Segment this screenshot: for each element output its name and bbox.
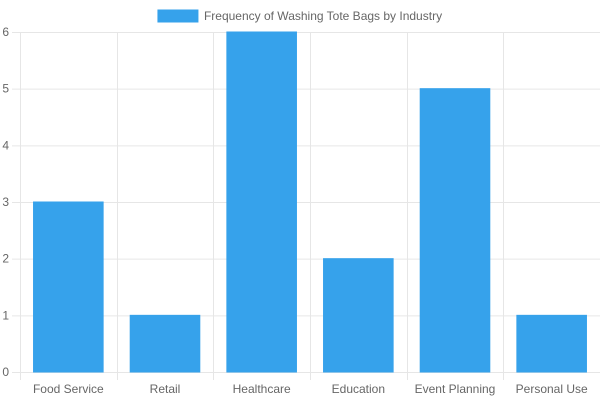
y-tick-label: 4 [2, 138, 9, 152]
x-tick-label: Food Service [33, 382, 104, 396]
gridlines [12, 32, 600, 380]
bars [33, 31, 587, 373]
y-tick-label: 2 [2, 252, 9, 266]
bar[interactable] [33, 201, 104, 373]
y-tick-label: 0 [2, 365, 9, 379]
y-axis: 0 1 2 3 4 5 6 [2, 25, 9, 379]
bar[interactable] [226, 31, 297, 373]
y-tick-label: 1 [2, 308, 9, 322]
x-tick-label: Education [332, 382, 385, 396]
y-tick-label: 5 [2, 82, 9, 96]
x-axis: Food Service Retail Healthcare Education Eve… [33, 382, 588, 396]
bar[interactable] [323, 258, 394, 373]
x-tick-label: Event Planning [415, 382, 496, 396]
bar[interactable] [419, 88, 491, 373]
bar[interactable] [129, 314, 201, 373]
x-tick-label: Retail [150, 382, 181, 396]
bar[interactable] [516, 314, 587, 373]
x-tick-label: Healthcare [233, 382, 291, 396]
legend-label: Frequency of Washing Tote Bags by Indust… [204, 9, 442, 23]
legend[interactable]: Frequency of Washing Tote Bags by Indust… [157, 9, 442, 23]
x-tick-label: Personal Use [516, 382, 588, 396]
y-tick-label: 3 [2, 195, 9, 209]
legend-swatch [157, 9, 199, 23]
y-tick-label: 6 [2, 25, 9, 39]
